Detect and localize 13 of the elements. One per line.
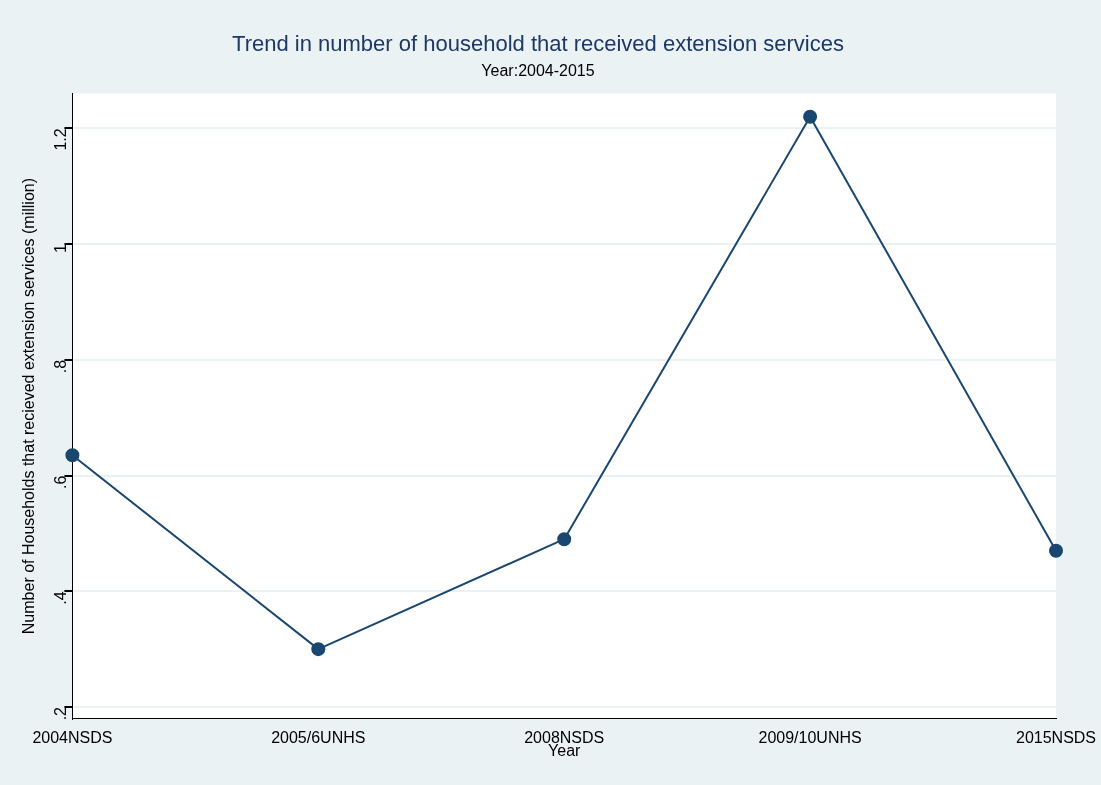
y-tick-label: .2: [51, 706, 69, 721]
chart-title: Trend in number of household that received extension services: [232, 31, 844, 57]
y-axis-title: Number of Households that recieved extension services (million): [20, 178, 38, 635]
y-tick-label: 1: [51, 243, 69, 253]
y-tick-label: .6: [51, 475, 69, 489]
chart-subtitle: Year:2004-2015: [481, 62, 595, 80]
x-tick-label: 2015NSDS: [1015, 728, 1097, 746]
x-tick-label: 2004NSDS: [32, 728, 113, 746]
y-tick-label: .4: [51, 591, 69, 605]
y-tick-label: .8: [51, 359, 69, 374]
y-tick-label: 1.2: [51, 128, 69, 151]
x-tick-label: 2005/6UNHS: [271, 728, 366, 746]
x-tick-label: 2009/10UNHS: [758, 728, 862, 746]
